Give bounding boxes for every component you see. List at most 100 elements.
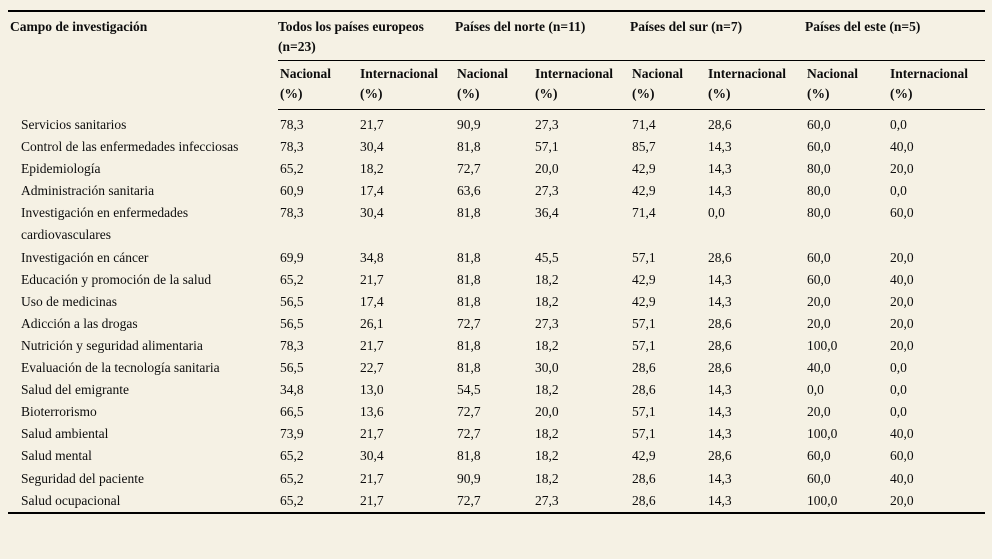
value-cell: 60,0 (890, 448, 914, 464)
row-label: Educación y promoción de la salud (21, 271, 212, 287)
value-cell: 45,5 (535, 249, 559, 265)
value-cell: 60,0 (807, 249, 831, 265)
row-label: Administración sanitaria (21, 183, 155, 199)
subheader-unit: (%) (535, 85, 558, 101)
value-cell: 81,8 (457, 249, 481, 265)
subheader-unit: (%) (632, 85, 655, 101)
value-cell: 0,0 (890, 183, 907, 199)
value-cell: 78,3 (280, 117, 304, 132)
value-cell: 72,7 (457, 426, 481, 442)
value-cell: 28,6 (632, 360, 656, 376)
table-row: Investigación en cáncer 69,9 34,8 81,8 45,5 5… (8, 247, 985, 269)
value-cell: 54,5 (457, 382, 481, 398)
value-cell: 18,2 (535, 293, 559, 309)
value-cell: 20,0 (890, 315, 914, 331)
subheader-unit: (%) (807, 85, 830, 101)
row-label: Adicción a las drogas (21, 315, 138, 331)
paper-table-page: Campo de investigación Todos los países … (8, 10, 986, 514)
subheader-label: Nacional (632, 65, 684, 81)
row-label: Servicios sanitarios (21, 116, 127, 132)
subheader-label: Internacional (890, 65, 969, 81)
table-row: Educación y promoción de la salud 65,2 21,… (8, 269, 985, 291)
value-cell: 65,2 (280, 492, 304, 508)
value-cell: 72,7 (457, 492, 481, 508)
value-cell: 20,0 (890, 249, 914, 265)
value-cell: 90,9 (457, 470, 481, 486)
value-cell: 18,2 (535, 271, 559, 287)
table-row: Seguridad del paciente 65,2 21,7 90,9 18,2 28… (8, 468, 985, 490)
value-cell: 14,3 (708, 404, 732, 420)
value-cell: 20,0 (535, 161, 559, 177)
value-cell: 14,3 (708, 426, 732, 442)
value-cell: 18,2 (535, 426, 559, 442)
group-header-paises-del-norte: Países del norte (n=11) (455, 11, 631, 61)
value-cell: 57,1 (632, 404, 656, 420)
value-cell: 21,7 (360, 492, 384, 508)
table-row: Salud del emigrante 34,8 13,0 54,5 18,2 28,6 1… (8, 379, 985, 401)
row-label: Investigación en cáncer (21, 249, 149, 265)
value-cell: 21,7 (360, 117, 384, 132)
value-cell: 81,8 (457, 293, 481, 309)
value-cell: 18,2 (535, 337, 559, 353)
value-cell: 0,0 (890, 117, 907, 132)
value-cell: 36,4 (535, 205, 559, 221)
value-cell: 78,3 (280, 205, 304, 221)
value-cell: 18,2 (535, 448, 559, 464)
table-row: Servicios sanitarios 78,3 21,7 90,9 27,3 71,4… (8, 110, 985, 137)
row-label: Seguridad del paciente (21, 470, 144, 486)
group-header-todos-los-paises: Todos los países europeos (n=23) (278, 11, 456, 61)
subheader-sur-internacional: Internacional (%) (706, 60, 806, 110)
value-cell: 40,0 (890, 426, 914, 442)
subheader-label: Nacional (280, 65, 332, 81)
value-cell: 85,7 (632, 139, 656, 155)
value-cell: 57,1 (632, 249, 656, 265)
subheader-unit: (%) (280, 85, 303, 101)
value-cell: 60,0 (807, 448, 831, 464)
value-cell: 17,4 (360, 183, 384, 199)
subheader-este-nacional: Nacional (%) (805, 60, 889, 110)
value-cell: 28,6 (708, 448, 732, 464)
subheader-label: Internacional (360, 65, 439, 81)
value-cell: 65,2 (280, 271, 304, 287)
value-cell: 0,0 (890, 382, 907, 398)
value-cell: 40,0 (890, 139, 914, 155)
value-cell: 60,0 (890, 205, 914, 221)
value-cell: 14,3 (708, 161, 732, 177)
value-cell: 60,9 (280, 183, 304, 199)
subheader-este-internacional: Internacional (%) (888, 60, 986, 110)
table-row: Salud ocupacional 65,2 21,7 72,7 27,3 28,6 14,… (8, 490, 985, 513)
value-cell: 42,9 (632, 293, 656, 309)
value-cell: 28,6 (708, 315, 732, 331)
value-cell: 81,8 (457, 139, 481, 155)
row-label: Control de las enfermedades infecciosas (21, 139, 239, 155)
table-row: Epidemiología 65,2 18,2 72,7 20,0 42,9 14,3 80,… (8, 158, 985, 180)
table-row: Uso de medicinas 56,5 17,4 81,8 18,2 42,9 14,3… (8, 291, 985, 313)
value-cell: 100,0 (807, 337, 838, 353)
subheader-label: Nacional (807, 65, 859, 81)
value-cell: 13,6 (360, 404, 384, 420)
value-cell: 60,0 (807, 117, 831, 132)
table-body: Servicios sanitarios 78,3 21,7 90,9 27,3 71,4… (8, 110, 985, 513)
value-cell: 30,4 (360, 205, 384, 221)
value-cell: 63,6 (457, 183, 481, 199)
value-cell: 80,0 (807, 161, 831, 177)
value-cell: 42,9 (632, 161, 656, 177)
value-cell: 72,7 (457, 315, 481, 331)
value-cell: 57,1 (632, 426, 656, 442)
value-cell: 71,4 (632, 205, 656, 221)
value-cell: 40,0 (890, 470, 914, 486)
value-cell: 71,4 (632, 117, 656, 132)
value-cell: 20,0 (890, 161, 914, 177)
value-cell: 40,0 (890, 271, 914, 287)
value-cell: 100,0 (807, 426, 838, 442)
value-cell: 14,3 (708, 382, 732, 398)
value-cell: 28,6 (708, 249, 732, 265)
value-cell: 73,9 (280, 426, 304, 442)
value-cell: 57,1 (632, 315, 656, 331)
value-cell: 17,4 (360, 293, 384, 309)
value-cell: 27,3 (535, 117, 559, 132)
value-cell: 81,8 (457, 271, 481, 287)
subheader-norte-internacional: Internacional (%) (533, 60, 631, 110)
value-cell: 81,8 (457, 337, 481, 353)
subheader-norte-nacional: Nacional (%) (455, 60, 534, 110)
